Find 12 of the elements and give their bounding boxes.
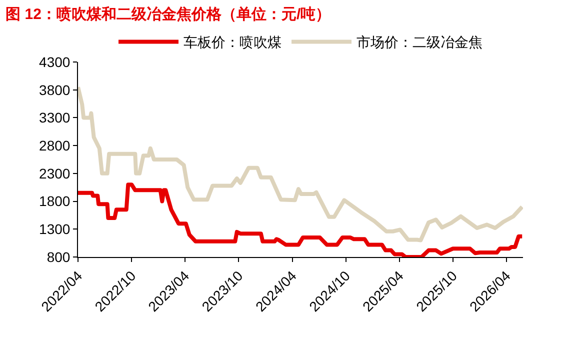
y-tick-label: 3800 xyxy=(39,82,70,98)
y-tick-label: 2800 xyxy=(39,137,70,154)
y-tick-label: 1300 xyxy=(39,221,70,238)
y-tick-label: 2300 xyxy=(39,165,70,182)
y-tick-label: 3300 xyxy=(39,110,70,126)
y-tick-label: 1800 xyxy=(39,193,70,210)
legend-label: 车板价：喷吹煤 xyxy=(184,34,282,50)
y-tick-label: 800 xyxy=(46,248,70,265)
chart-title: 图 12：喷吹煤和二级冶金焦价格（单位：元/吨） xyxy=(6,6,331,24)
line-series xyxy=(78,85,523,242)
legend-label: 市场价：二级冶金焦 xyxy=(356,34,482,50)
y-tick-label: 4300 xyxy=(39,54,70,70)
